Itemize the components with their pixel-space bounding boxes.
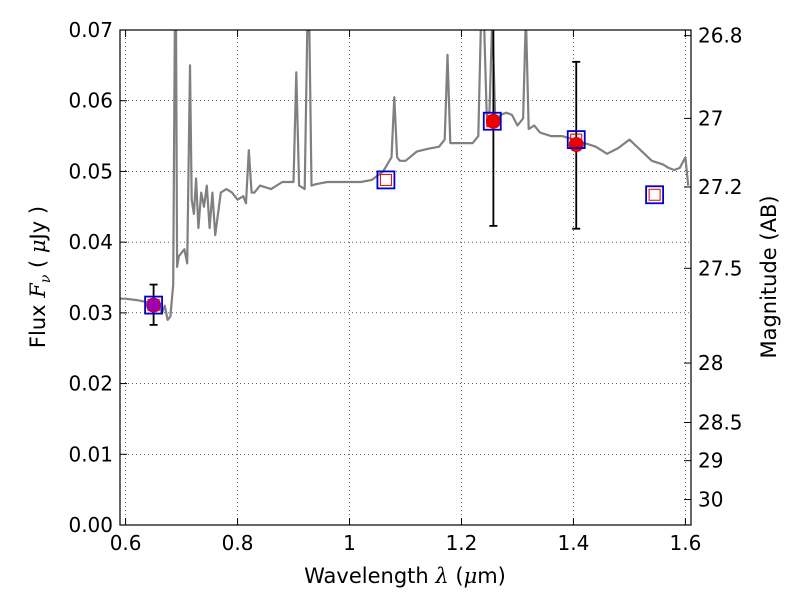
x-tick-label: 1.6: [669, 531, 701, 555]
y-tick-label: 0.00: [68, 513, 113, 537]
x-tick-label: 1.4: [558, 531, 590, 555]
y2-tick-label: 28.5: [698, 410, 743, 434]
y2-tick-label: 27.2: [698, 175, 743, 199]
y2-tick-label: 26.8: [698, 24, 743, 48]
model-photometry-square: [144, 295, 163, 315]
y-tick-label: 0.05: [68, 159, 113, 183]
model-photometry-square: [566, 130, 586, 150]
axis-ticks: 0.6 0.8 1 1.2 1.4 1.6 0.00 0.01 0.02 0.03 0.04 0.05…: [68, 18, 742, 555]
model-photometry-inner: [486, 115, 499, 128]
y-tick-label: 0.03: [68, 301, 113, 325]
x-axis-label: Wavelength λ (μm): [304, 564, 506, 588]
plot-area: [120, 30, 690, 321]
y2-tick-label: 29: [698, 449, 723, 473]
model-photometry-inner: [379, 173, 392, 186]
grid: [120, 30, 691, 525]
x-tick-label: 1: [343, 531, 356, 555]
model-photometry-square: [376, 170, 396, 190]
y2-axis-label: Magnitude (AB): [757, 195, 781, 358]
y2-tick-label: 30: [698, 488, 723, 512]
model-photometry-square: [645, 185, 665, 205]
x-tick-label: 0.8: [222, 531, 254, 555]
y2-tick-label: 27: [698, 106, 723, 130]
markers: [144, 111, 665, 315]
model-photometry-inner: [570, 133, 583, 146]
y2-tick-label: 28: [698, 351, 723, 375]
observed-point: [485, 113, 501, 129]
x-tick-label: 0.6: [110, 531, 142, 555]
plot-frame: [119, 29, 692, 526]
y-tick-label: 0.04: [68, 230, 113, 254]
y-tick-label: 0.01: [68, 442, 113, 466]
y-tick-label: 0.02: [68, 372, 113, 396]
model-photometry-square: [482, 111, 502, 131]
observed-point: [146, 297, 162, 313]
y-tick-label: 0.07: [68, 18, 113, 42]
y2-tick-label: 27.5: [698, 256, 743, 280]
model-photometry-inner: [147, 299, 160, 312]
y-tick-label: 0.06: [68, 89, 113, 113]
x-tick-label: 1.2: [446, 531, 478, 555]
model-photometry-inner: [648, 188, 661, 201]
y-axis-label: Flux Fν ( μJy ): [26, 206, 54, 348]
model-spectrum-line: [120, 30, 690, 321]
